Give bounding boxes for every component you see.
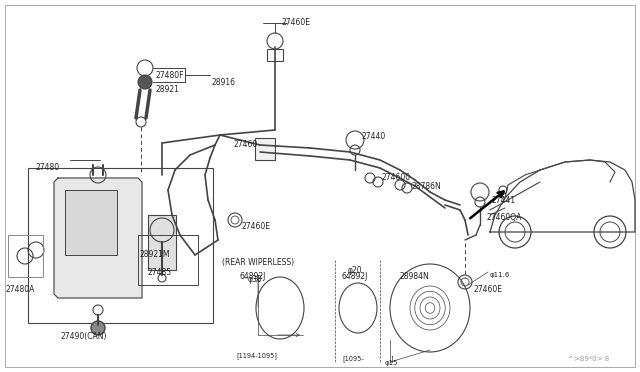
Text: 28921: 28921 [156, 85, 180, 94]
Bar [148, 215, 176, 270]
Text: 64892J: 64892J [240, 272, 266, 281]
Text: 27480: 27480 [35, 163, 59, 172]
Bar [267, 49, 283, 61]
Circle shape [458, 275, 472, 289]
Bar [65, 190, 117, 255]
Text: 28984N: 28984N [400, 272, 429, 281]
Circle shape [471, 183, 489, 201]
Bar [255, 138, 275, 160]
Bar [28, 168, 213, 323]
Circle shape [228, 213, 242, 227]
Text: [1095-: [1095- [342, 355, 364, 362]
Bar [138, 235, 198, 285]
Text: 28786N: 28786N [412, 182, 442, 191]
Text: (REAR WIPERLESS): (REAR WIPERLESS) [222, 258, 294, 267]
Text: φ15: φ15 [385, 360, 399, 366]
Polygon shape [54, 178, 142, 298]
Text: φ30: φ30 [248, 275, 263, 284]
Text: 27440: 27440 [362, 132, 387, 141]
Circle shape [91, 321, 105, 335]
Text: 27460QA: 27460QA [487, 213, 522, 222]
Text: 274600: 274600 [382, 173, 411, 182]
Text: ^>89*0> 8: ^>89*0> 8 [568, 356, 609, 362]
Text: 64892J: 64892J [342, 272, 369, 281]
Text: 28921M: 28921M [140, 250, 170, 259]
Circle shape [138, 75, 152, 89]
Text: 27460: 27460 [233, 140, 257, 149]
Text: 27441: 27441 [492, 196, 516, 205]
Text: 27460E: 27460E [242, 222, 271, 231]
Text: 27485: 27485 [148, 268, 172, 277]
Text: 27460E: 27460E [282, 18, 311, 27]
Text: 27460E: 27460E [474, 285, 503, 294]
Text: 27490(CAN): 27490(CAN) [60, 332, 106, 341]
Text: ]: ] [390, 355, 392, 362]
Text: 27480F: 27480F [156, 71, 184, 80]
Bar [8, 235, 43, 277]
Text: φ20: φ20 [348, 266, 363, 275]
Circle shape [346, 131, 364, 149]
Text: φ11.6: φ11.6 [490, 272, 510, 278]
Text: 28916: 28916 [212, 78, 236, 87]
Text: 27480A: 27480A [5, 285, 35, 294]
Text: [1194-1095]: [1194-1095] [236, 352, 277, 359]
